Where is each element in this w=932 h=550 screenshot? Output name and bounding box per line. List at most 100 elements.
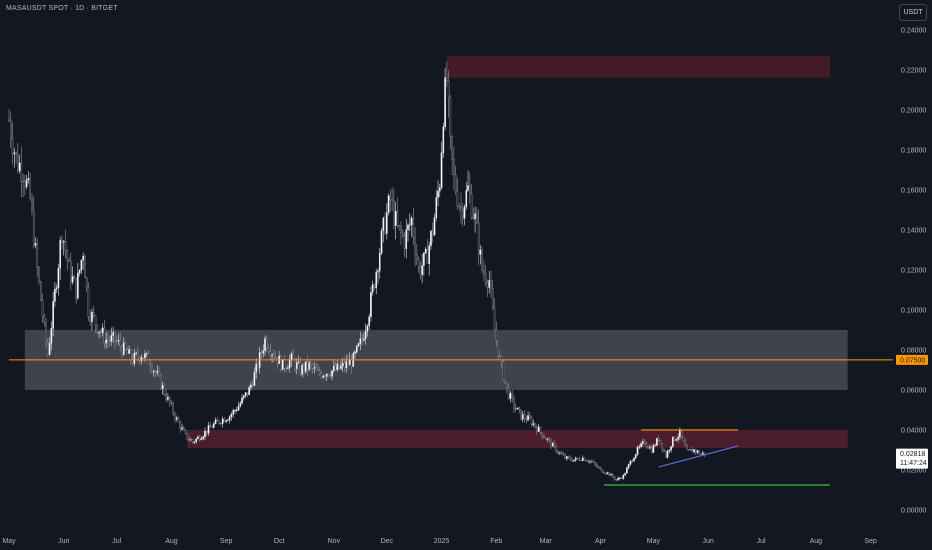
x-tick-label: 2025 bbox=[434, 538, 450, 545]
candle-body bbox=[513, 397, 515, 409]
candle-body bbox=[366, 325, 369, 332]
candle-body bbox=[96, 324, 99, 334]
candle-body bbox=[672, 436, 674, 447]
candle-body bbox=[36, 243, 39, 268]
x-axis[interactable]: May Jun Jul Aug Sep Oct Nov Dec 2025 Feb Mar Apr May… bbox=[2, 538, 877, 545]
candle-body bbox=[431, 230, 434, 236]
candle-body bbox=[250, 384, 252, 388]
candle-body bbox=[103, 327, 106, 344]
candle-body bbox=[133, 352, 136, 364]
candle-body bbox=[142, 357, 144, 359]
candle-body bbox=[393, 199, 395, 226]
candle-body bbox=[89, 316, 92, 323]
candle-body bbox=[54, 288, 56, 302]
candle-body bbox=[156, 371, 159, 374]
candle-body bbox=[382, 217, 385, 231]
candle-body bbox=[184, 430, 187, 434]
candle-body bbox=[520, 409, 522, 420]
candle-body bbox=[98, 331, 100, 334]
candle-body bbox=[387, 195, 390, 213]
candle-body bbox=[322, 375, 325, 378]
candle-body bbox=[426, 248, 429, 264]
candle-body bbox=[370, 292, 372, 317]
candle-body bbox=[361, 338, 363, 341]
candle-body bbox=[438, 187, 441, 192]
candle-body bbox=[543, 436, 545, 438]
candle-body bbox=[566, 456, 568, 459]
candle-body bbox=[267, 348, 270, 352]
candle-body bbox=[124, 342, 127, 350]
candle-body bbox=[400, 225, 402, 234]
candle-body bbox=[654, 445, 656, 447]
candle-body bbox=[529, 415, 531, 419]
candle-body bbox=[629, 460, 632, 465]
candle-body bbox=[34, 243, 37, 246]
candle-body bbox=[493, 307, 496, 330]
y-axis[interactable]: 0.24000 0.22000 0.20000 0.18000 0.16000 0.140… bbox=[901, 27, 926, 514]
candle-body bbox=[652, 445, 655, 453]
candle-body bbox=[287, 367, 289, 369]
candle-body bbox=[364, 330, 367, 340]
candle-body bbox=[232, 410, 235, 415]
candle-body bbox=[327, 373, 330, 376]
candle-body bbox=[227, 419, 229, 421]
y-tick-label: 0.04000 bbox=[901, 427, 926, 434]
zones-layer bbox=[24, 55, 848, 448]
candle-body bbox=[145, 353, 148, 355]
candle-body bbox=[110, 335, 113, 342]
candle-body bbox=[414, 237, 416, 255]
level-price-tag bbox=[896, 354, 928, 365]
candle-body bbox=[661, 442, 664, 450]
candle-body bbox=[696, 450, 699, 453]
candle-body bbox=[636, 447, 639, 455]
candle-body bbox=[47, 341, 49, 355]
candle-body bbox=[130, 349, 132, 360]
candle-body bbox=[64, 241, 67, 252]
candle-body bbox=[163, 385, 166, 395]
candle-body bbox=[391, 199, 393, 201]
candle-body bbox=[449, 97, 452, 137]
x-tick-label: Dec bbox=[381, 538, 394, 545]
candle-body bbox=[423, 252, 425, 266]
candle-body bbox=[209, 425, 212, 428]
candle-body bbox=[537, 426, 540, 432]
candle-body bbox=[578, 458, 581, 461]
candle-body bbox=[265, 338, 268, 350]
candle-body bbox=[657, 438, 660, 441]
candle-body bbox=[48, 343, 51, 355]
candle-body bbox=[154, 370, 157, 374]
candle-body bbox=[437, 190, 439, 198]
candle-body bbox=[481, 249, 483, 271]
candle-body bbox=[693, 449, 695, 453]
candle-body bbox=[613, 476, 616, 480]
candle-body bbox=[114, 332, 116, 342]
candle-body bbox=[274, 357, 277, 359]
candle-body bbox=[119, 339, 122, 347]
candle-body bbox=[640, 443, 642, 447]
candle-body bbox=[679, 430, 681, 438]
candle-body bbox=[673, 436, 676, 441]
candle-body bbox=[585, 460, 588, 462]
candle-body bbox=[700, 453, 702, 455]
candle-body bbox=[523, 414, 526, 420]
candle-body bbox=[619, 477, 621, 479]
candle-body bbox=[590, 460, 593, 462]
x-tick-label: Feb bbox=[490, 538, 502, 545]
candle-body bbox=[280, 355, 282, 371]
candle-body bbox=[13, 152, 16, 155]
candle-body bbox=[105, 339, 107, 344]
y-tick-label: 0.22000 bbox=[901, 67, 926, 74]
currency-button[interactable]: USDT bbox=[899, 4, 927, 21]
candle-body bbox=[350, 359, 353, 367]
x-tick-label: Jul bbox=[757, 538, 766, 545]
candle-body bbox=[373, 284, 376, 288]
candle-body bbox=[186, 433, 189, 440]
resistance-zone bbox=[187, 429, 848, 448]
candle-body bbox=[649, 447, 651, 449]
candle-body bbox=[68, 260, 70, 262]
candle-body bbox=[691, 449, 694, 453]
candle-body bbox=[419, 267, 422, 275]
candle-body bbox=[461, 209, 464, 219]
candle-body bbox=[477, 222, 480, 255]
